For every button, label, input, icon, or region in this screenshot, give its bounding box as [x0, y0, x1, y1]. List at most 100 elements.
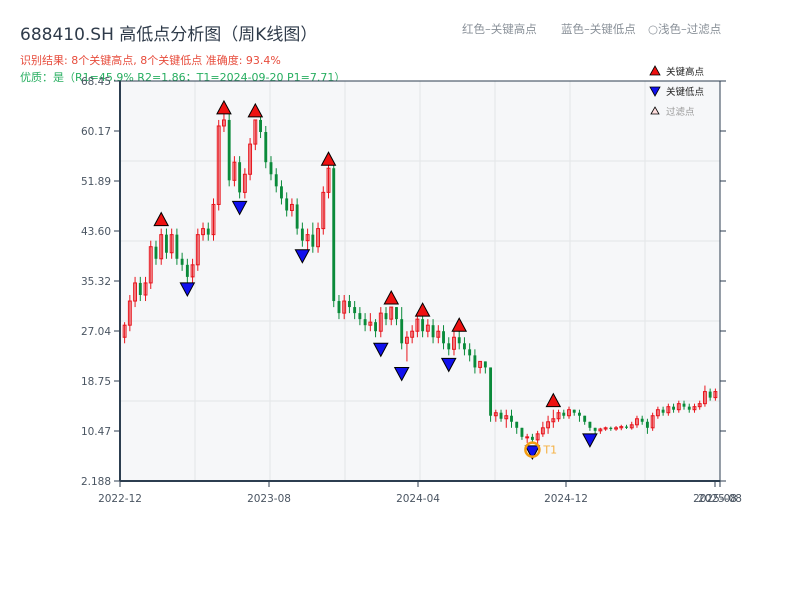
legend-filtered-icon: [650, 106, 660, 115]
candle-body-down: [332, 168, 336, 302]
candle-body-down: [280, 186, 283, 199]
candle-body-down: [400, 319, 404, 344]
candle-body-up: [248, 143, 253, 175]
candle-body-down: [562, 412, 566, 416]
candle-body-down: [347, 301, 351, 308]
candle-body-down: [520, 427, 524, 437]
y-tick-label: 27.04: [81, 326, 111, 338]
candle-body-down: [588, 421, 592, 428]
candle-body-down: [687, 406, 691, 410]
x-tick-label: 2025-08: [698, 493, 742, 505]
candle-body-down: [206, 228, 210, 235]
candle-body-down: [353, 307, 357, 314]
candle-body-down: [337, 301, 341, 314]
candle-body-down: [468, 349, 472, 356]
candle-body-up: [436, 330, 441, 338]
candle-body-down: [395, 307, 398, 320]
x-tick-label: 2025-08: [693, 493, 737, 505]
candle-body-up: [242, 173, 247, 193]
candle-body-up: [122, 324, 127, 338]
candle-body-up: [551, 418, 556, 423]
x-tick-label: 2024-12: [544, 493, 588, 505]
candle-body-up: [493, 412, 498, 417]
candle-body-up: [666, 406, 671, 414]
candle-body-down: [274, 174, 278, 187]
candle-body-up: [452, 336, 456, 350]
y-tick-label: 43.60: [81, 226, 111, 238]
candle-body-down: [515, 421, 519, 428]
candle-body-up: [195, 234, 200, 266]
candle-body-down: [489, 367, 493, 416]
candle-body-down: [154, 246, 158, 259]
candle-body-up: [169, 234, 174, 254]
candle-body-up: [540, 427, 545, 435]
candle-body-up: [159, 234, 164, 260]
y-axis-ticks: 68.45 60.17 51.89 43.60 35.32 27.04 18.75 10.47…: [81, 76, 726, 488]
candle-body-down: [180, 258, 184, 265]
candle-body-up: [702, 391, 707, 405]
candles: [122, 113, 718, 446]
candle-body-down: [473, 355, 477, 368]
candle-body-down: [578, 412, 581, 416]
candle-body-down: [530, 436, 534, 440]
y-tick-label: 10.47: [81, 426, 111, 438]
key-point-markers: T1: [153, 99, 598, 460]
candle-body-up: [321, 191, 326, 230]
key-low-marker-icon: [393, 366, 410, 382]
candle-body-down: [708, 391, 712, 398]
candle-body-down: [672, 406, 675, 410]
candle-body-up: [535, 433, 540, 441]
candle-body-down: [238, 162, 242, 193]
candle-body-up: [415, 318, 420, 332]
key-low-marker-icon: [524, 445, 541, 460]
candle-body-down: [175, 234, 179, 259]
candle-body-down: [625, 426, 628, 428]
candle-body-up: [368, 321, 373, 326]
candle-body-up: [546, 421, 551, 429]
candle-body-down: [682, 403, 686, 407]
candle-body-up: [478, 360, 483, 368]
candle-body-down: [311, 234, 315, 247]
x-axis-ticks: 2022-12 2023-08 2024-04 2024-12 2025-082025-…: [98, 481, 742, 505]
candle-body-up: [326, 167, 331, 193]
candle-body-up: [389, 306, 394, 320]
t1-ring-icon: [524, 441, 541, 458]
candle-body-up: [655, 409, 660, 417]
candle-body-up: [425, 324, 430, 332]
candle-body-up: [216, 125, 221, 205]
candle-body-up: [598, 428, 603, 432]
candle-body-down: [259, 119, 262, 133]
top-legend-filtered: ○浅色–过滤点: [648, 22, 722, 36]
y-tick-label: 68.45: [81, 76, 111, 88]
key-low-marker-icon: [231, 200, 248, 216]
candle-body-up: [635, 418, 639, 426]
key-high-marker-icon: [414, 302, 431, 317]
candle-body-up: [619, 426, 624, 429]
candle-body-up: [404, 336, 409, 344]
candle-body-up: [133, 282, 138, 302]
candle-body-up: [289, 203, 294, 211]
x-tick-label: 2022-12: [98, 493, 142, 505]
x-tick-label: 2023-08: [247, 493, 291, 505]
candle-body-down: [295, 204, 299, 229]
top-legend-blue: 蓝色–关键低点: [561, 22, 636, 36]
candle-body-down: [609, 427, 613, 430]
candle-body-down: [431, 325, 435, 338]
key-high-marker-icon: [153, 211, 170, 227]
candle-body-up: [697, 403, 702, 408]
candle-body-up: [614, 427, 618, 430]
candle-body-down: [165, 234, 168, 253]
key-low-marker-icon: [582, 433, 598, 448]
candle-body-up: [629, 424, 634, 429]
candle-body-up: [190, 264, 195, 278]
candle-body-down: [661, 409, 665, 413]
candle-body-up: [143, 282, 148, 296]
candle-body-up: [567, 409, 571, 417]
candle-body-up: [305, 234, 310, 242]
candle-body-down: [583, 415, 587, 422]
candle-body-up: [525, 436, 530, 439]
candle-body-down: [645, 421, 649, 428]
candle-body-down: [510, 415, 513, 422]
candle-body-down: [269, 162, 273, 175]
key-high-marker-icon: [383, 289, 400, 305]
